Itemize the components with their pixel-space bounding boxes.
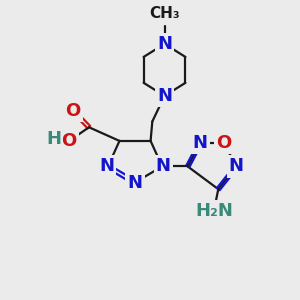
Text: N: N (157, 87, 172, 105)
Text: N: N (157, 35, 172, 53)
Text: N: N (99, 158, 114, 175)
Text: N: N (128, 174, 142, 192)
Text: N: N (156, 158, 171, 175)
Text: CH₃: CH₃ (149, 6, 180, 21)
Text: N: N (229, 158, 244, 175)
Text: H: H (46, 130, 62, 148)
Text: H₂N: H₂N (195, 202, 233, 220)
Text: N: N (193, 134, 208, 152)
Text: O: O (65, 102, 81, 120)
Text: O: O (61, 132, 77, 150)
Text: O: O (217, 134, 232, 152)
